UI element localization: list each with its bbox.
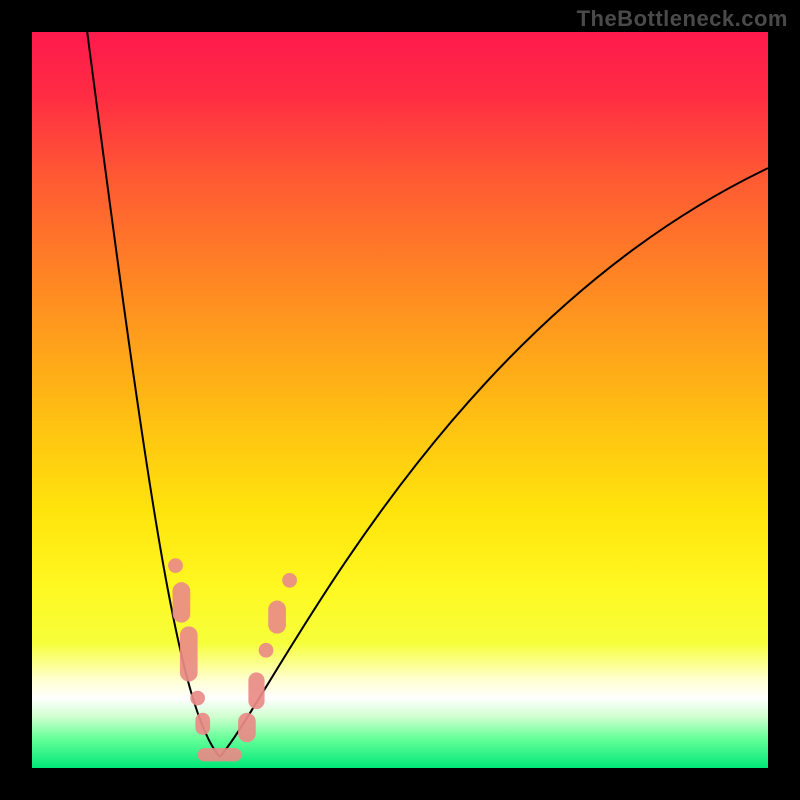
scatter-marker [259,643,274,658]
watermark-text: TheBottleneck.com [577,6,788,32]
scatter-marker [282,573,297,588]
chart-svg [0,0,800,800]
scatter-marker [173,582,191,622]
scatter-marker [198,748,242,761]
plot-background-gradient [32,32,768,768]
scatter-marker [248,672,264,709]
scatter-marker [238,713,256,742]
scatter-marker [268,601,286,634]
scatter-marker [180,626,198,681]
scatter-marker [195,713,210,735]
chart-frame: TheBottleneck.com [0,0,800,800]
scatter-marker [168,558,183,573]
scatter-marker [190,691,205,706]
